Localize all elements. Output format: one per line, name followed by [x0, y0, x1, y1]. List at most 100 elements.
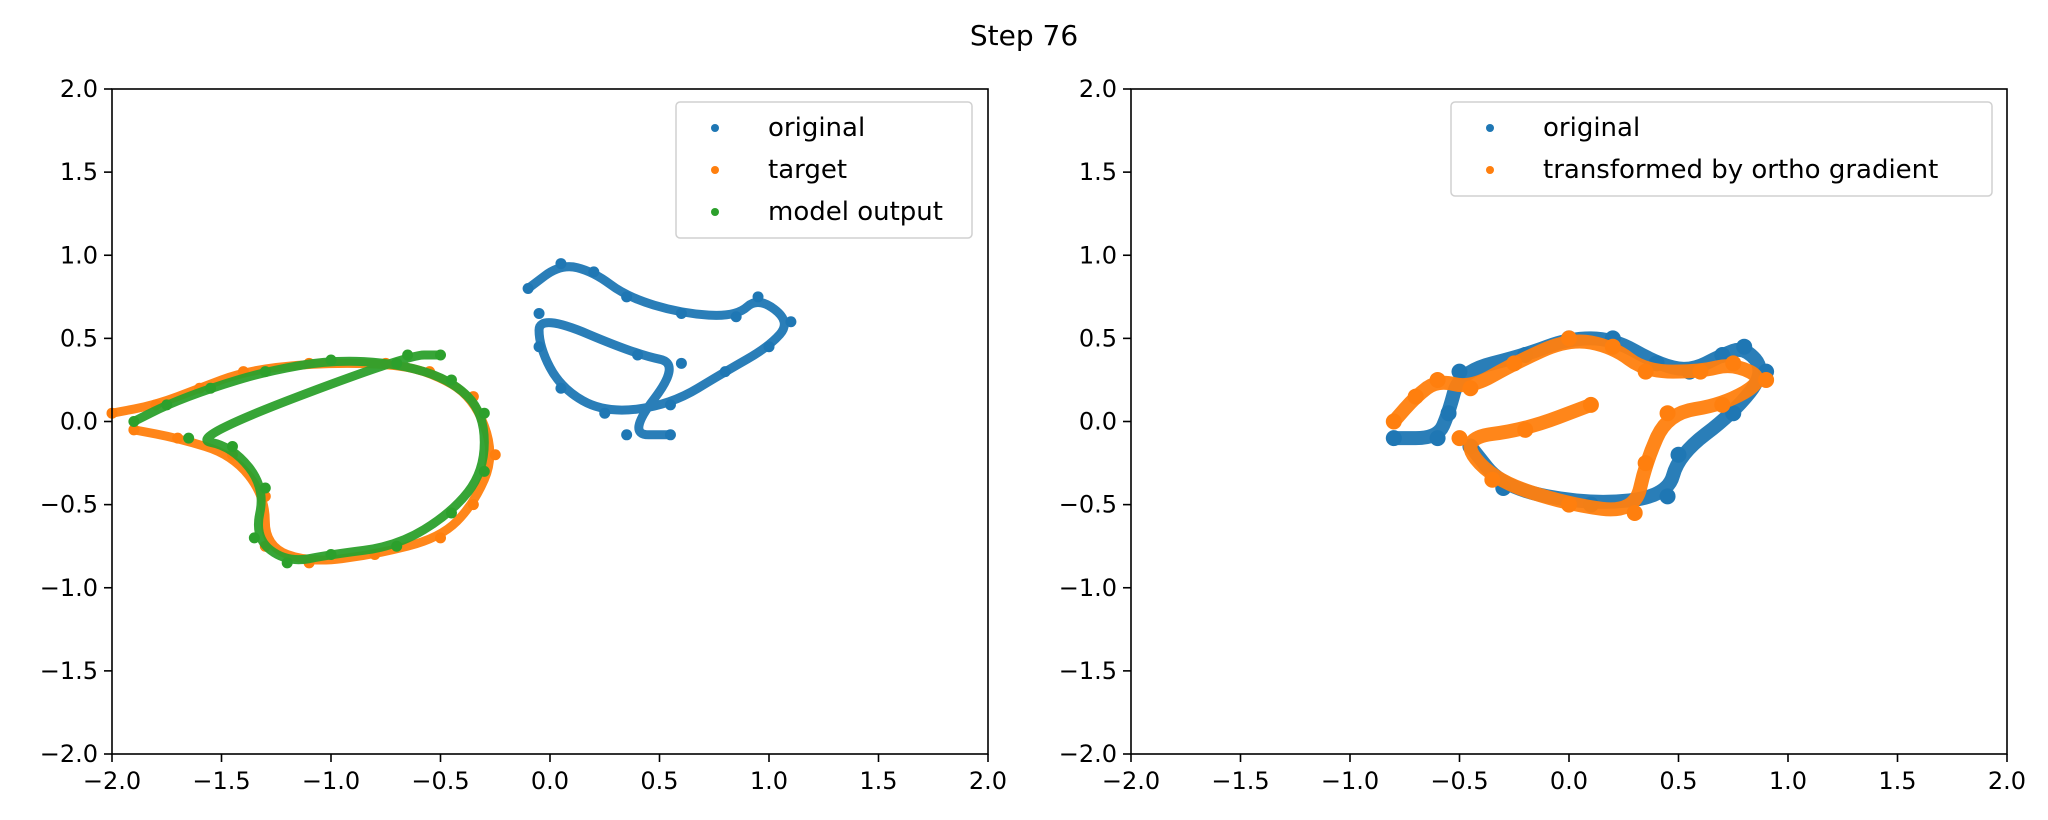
data-point [1637, 455, 1654, 472]
data-point [1506, 355, 1523, 372]
y-tick-label: −0.5 [40, 491, 98, 519]
y-tick-label: 1.0 [60, 241, 98, 269]
data-point [1429, 371, 1446, 388]
legend-label-original-right: original [1543, 113, 1640, 143]
data-point [522, 283, 534, 294]
x-tick-label: 0.0 [531, 767, 569, 795]
data-point [391, 540, 403, 552]
data-point [161, 399, 173, 411]
legend-label-transformed: transformed by ortho gradient [1543, 155, 1938, 185]
legend-label-model-output: model output [768, 197, 943, 227]
x-tick-label: 1.0 [1769, 767, 1807, 795]
data-point [1561, 330, 1577, 347]
data-point [533, 341, 545, 353]
legend-marker-model-output [711, 208, 719, 216]
y-tick-label: 0.0 [1079, 408, 1117, 436]
x-tick-label: −2.0 [83, 767, 141, 795]
data-point [1385, 430, 1402, 447]
data-point [259, 482, 271, 494]
data-point [391, 357, 403, 369]
data-point [205, 382, 217, 394]
data-point [172, 432, 184, 444]
data-point [1462, 380, 1479, 397]
chart-right: −2.0 −1.5 −1.0 −0.5 0.0 0.5 1.0 1.5 2.0 −2.0 −1.5 −… [1059, 75, 2026, 795]
data-point [325, 549, 337, 560]
data-point [588, 266, 600, 278]
x-tick-label: 1.5 [859, 767, 897, 795]
data-point [1626, 504, 1643, 521]
y-tick-label: −2.0 [40, 740, 98, 768]
data-point [664, 429, 676, 441]
data-point [1692, 363, 1709, 380]
data-point [281, 557, 293, 569]
data-point [478, 465, 490, 477]
data-point [533, 307, 545, 319]
data-point [1725, 405, 1742, 422]
data-point [1561, 496, 1577, 513]
x-tick-label: 1.5 [1878, 767, 1916, 795]
legend-marker-original-right [1486, 124, 1494, 132]
data-point [478, 407, 490, 419]
legend-marker-target [711, 166, 719, 174]
data-point [632, 349, 644, 361]
figure-title: Step 76 [970, 19, 1078, 52]
y-tick-label: −1.0 [1059, 574, 1117, 602]
data-point [435, 532, 446, 544]
data-point [1604, 338, 1621, 355]
y-tick-label: −1.5 [1059, 657, 1117, 685]
x-tick-label: −2.0 [1102, 767, 1160, 795]
x-tick-label: −0.5 [1430, 767, 1488, 795]
data-point [402, 349, 414, 361]
data-point [248, 532, 260, 544]
data-point [1670, 446, 1687, 463]
data-point [128, 416, 140, 427]
legend-marker-original [711, 124, 719, 132]
data-point [1758, 371, 1775, 388]
x-tick-label: −1.5 [192, 767, 250, 795]
y-tick-label: 0.0 [60, 408, 98, 436]
data-point [1582, 396, 1599, 413]
data-point [489, 449, 501, 461]
data-point [1736, 338, 1753, 355]
x-tick-label: 0.5 [1659, 767, 1697, 795]
legend-right: original transformed by ortho gradient [1450, 101, 1993, 197]
data-point [128, 424, 140, 436]
data-point [621, 291, 633, 303]
y-tick-label: −1.5 [40, 657, 98, 685]
data-point [621, 429, 633, 441]
y-tick-label: 1.0 [1079, 241, 1117, 269]
data-point [1637, 363, 1654, 380]
legend-label-original: original [768, 113, 865, 143]
data-point [555, 382, 567, 394]
y-tick-label: 2.0 [60, 75, 98, 103]
data-point [435, 349, 446, 361]
y-tick-label: 1.5 [1079, 158, 1117, 186]
ticks-right: −2.0 −1.5 −1.0 −0.5 0.0 0.5 1.0 1.5 2.0 −2.0 −1.5 −… [1059, 75, 2026, 795]
x-tick-label: 1.0 [750, 767, 788, 795]
y-tick-label: 2.0 [1079, 75, 1117, 103]
y-tick-label: −0.5 [1059, 491, 1117, 519]
data-point [555, 258, 567, 270]
x-tick-label: −1.0 [302, 767, 360, 795]
data-point [1725, 355, 1742, 372]
data-point [1714, 347, 1731, 363]
data-point [1659, 488, 1676, 505]
data-point [1714, 396, 1731, 413]
data-point [1440, 405, 1457, 422]
data-point [1517, 421, 1534, 438]
series-outline-original [523, 262, 789, 440]
data-point [1407, 388, 1424, 405]
series-layer-left [106, 258, 797, 569]
x-tick-label: −0.5 [411, 767, 469, 795]
series-outline-transformed-by-ortho-gradient [1386, 334, 1764, 517]
data-point [752, 291, 764, 303]
chart-left: −2.0 −1.5 −1.0 −0.5 0.0 0.5 1.0 1.5 2.0 −2.0 −1.5 −… [40, 75, 1007, 795]
data-point [325, 354, 337, 366]
data-point [1385, 413, 1402, 430]
y-tick-label: 0.5 [1079, 324, 1117, 352]
x-tick-label: −1.5 [1211, 767, 1269, 795]
data-point [599, 407, 611, 419]
data-point [259, 366, 271, 378]
legend-label-target: target [768, 155, 847, 185]
